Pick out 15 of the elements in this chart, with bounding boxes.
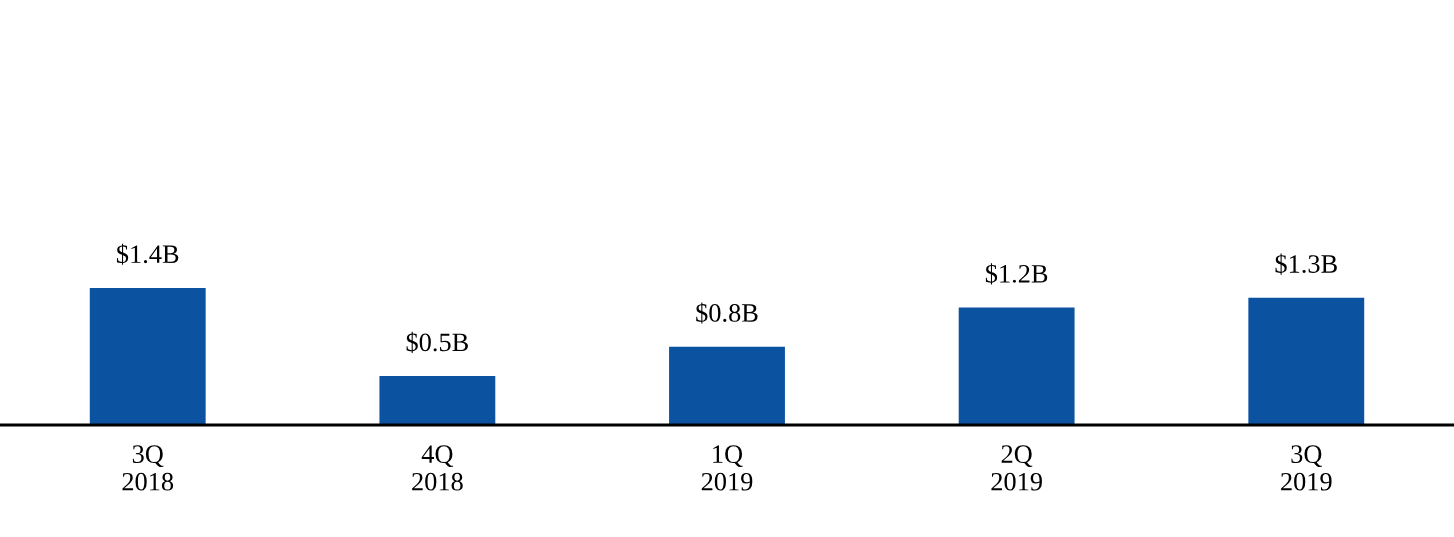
x-tick-label: 4Q 2018 <box>412 445 463 491</box>
x-tick-label: 3Q 2019 <box>1281 445 1332 491</box>
data-label: $0.8B <box>696 302 758 324</box>
data-label: $1.3B <box>1275 253 1337 275</box>
data-label: $0.5B <box>406 331 468 353</box>
x-tick-label: 2Q 2019 <box>991 445 1042 491</box>
x-tick-label: 3Q 2018 <box>122 445 174 491</box>
data-label: $1.4B <box>116 243 179 265</box>
data-label: $1.2B <box>985 263 1048 285</box>
bar <box>379 376 496 425</box>
bar <box>1248 297 1365 425</box>
bar <box>958 307 1075 425</box>
bar <box>669 346 785 425</box>
bar <box>89 287 206 425</box>
x-tick-label: 1Q 2019 <box>701 445 753 491</box>
